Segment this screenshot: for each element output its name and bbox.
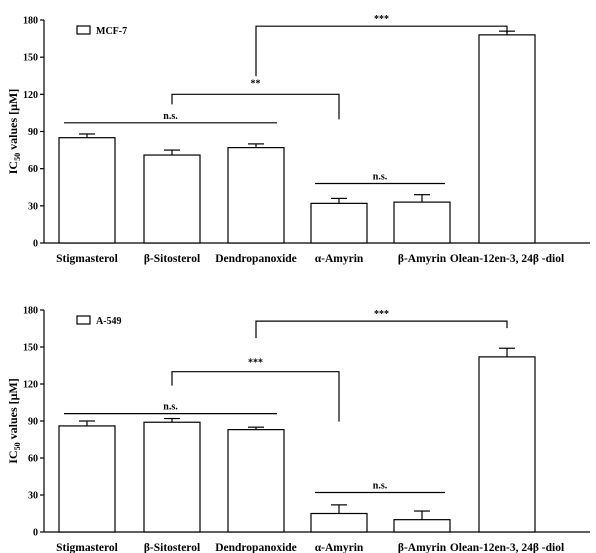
- y-tick-label: 150: [23, 53, 38, 64]
- x-category-label: β-Amyrin: [398, 542, 447, 553]
- chart-panel-1: 0 30 60 90 120 150 180 IC50 values [μM] MCF-7 Sti…: [6, 14, 590, 265]
- bar-1: [58, 425, 116, 533]
- y-tick-label: 90: [28, 127, 38, 138]
- significance-label: **: [251, 78, 261, 89]
- x-category-label: Olean-12en-3, 24β -diol: [450, 542, 564, 553]
- significance-label: n.s.: [163, 111, 178, 122]
- y-tick-label: 180: [23, 16, 38, 27]
- y-tick-label: 30: [28, 201, 38, 212]
- significance-label: ***: [374, 14, 389, 25]
- x-category-label: α-Amyrin: [315, 542, 364, 553]
- x-category-label: β-Amyrin: [398, 253, 447, 265]
- bar-6: [478, 356, 536, 533]
- bar-5: [393, 201, 451, 244]
- significance-label: ***: [248, 358, 263, 369]
- legend-swatch: [76, 315, 91, 325]
- x-category-label: Dendropanoxide: [215, 542, 297, 553]
- significance-label: n.s.: [373, 481, 388, 492]
- bar-4: [310, 512, 368, 533]
- significance-bracket: [171, 371, 340, 422]
- y-tick-label: 120: [23, 380, 38, 391]
- x-category-label: Stigmasterol: [56, 542, 118, 553]
- y-tick-label: 0: [33, 528, 38, 539]
- bar-4: [310, 202, 368, 244]
- legend-label: A-549: [96, 316, 122, 327]
- y-tick-label: 120: [23, 90, 38, 101]
- bar-5: [393, 519, 451, 533]
- y-tick-label: 180: [23, 306, 38, 317]
- x-category-label: Dendropanoxide: [215, 253, 297, 265]
- chart-panel-2: 0 30 60 90 120 150 180 IC50 values [μM] A-549 Sti…: [6, 306, 590, 553]
- x-category-label: β-Sitosterol: [144, 542, 200, 553]
- x-category-label: Stigmasterol: [56, 253, 118, 265]
- y-axis-title: IC50 values [μM]: [6, 378, 22, 463]
- significance-label: ***: [374, 309, 389, 320]
- y-tick-label: 60: [28, 164, 38, 175]
- y-tick-label: 90: [28, 417, 38, 428]
- significance-label: n.s.: [373, 172, 388, 183]
- x-category-label: α-Amyrin: [315, 253, 364, 265]
- y-tick-label: 150: [23, 343, 38, 354]
- bar-3: [227, 147, 285, 244]
- legend-label: MCF-7: [96, 26, 127, 37]
- bar-1: [58, 137, 116, 244]
- bar-6: [478, 34, 536, 244]
- bar-2: [143, 154, 201, 244]
- y-tick-label: 0: [33, 239, 38, 250]
- bar-2: [143, 421, 201, 533]
- bar-3: [227, 429, 285, 533]
- significance-label: n.s.: [163, 402, 178, 413]
- x-category-label: β-Sitosterol: [144, 253, 200, 265]
- y-axis-title: IC50 values [μM]: [6, 89, 22, 174]
- y-tick-label: 30: [28, 491, 38, 502]
- significance-bracket: [255, 320, 508, 339]
- x-category-label: Olean-12en-3, 24β -diol: [450, 253, 564, 265]
- y-tick-label: 60: [28, 454, 38, 465]
- significance-bracket: [255, 25, 508, 77]
- significance-bracket: [171, 93, 340, 120]
- legend-swatch: [76, 25, 91, 35]
